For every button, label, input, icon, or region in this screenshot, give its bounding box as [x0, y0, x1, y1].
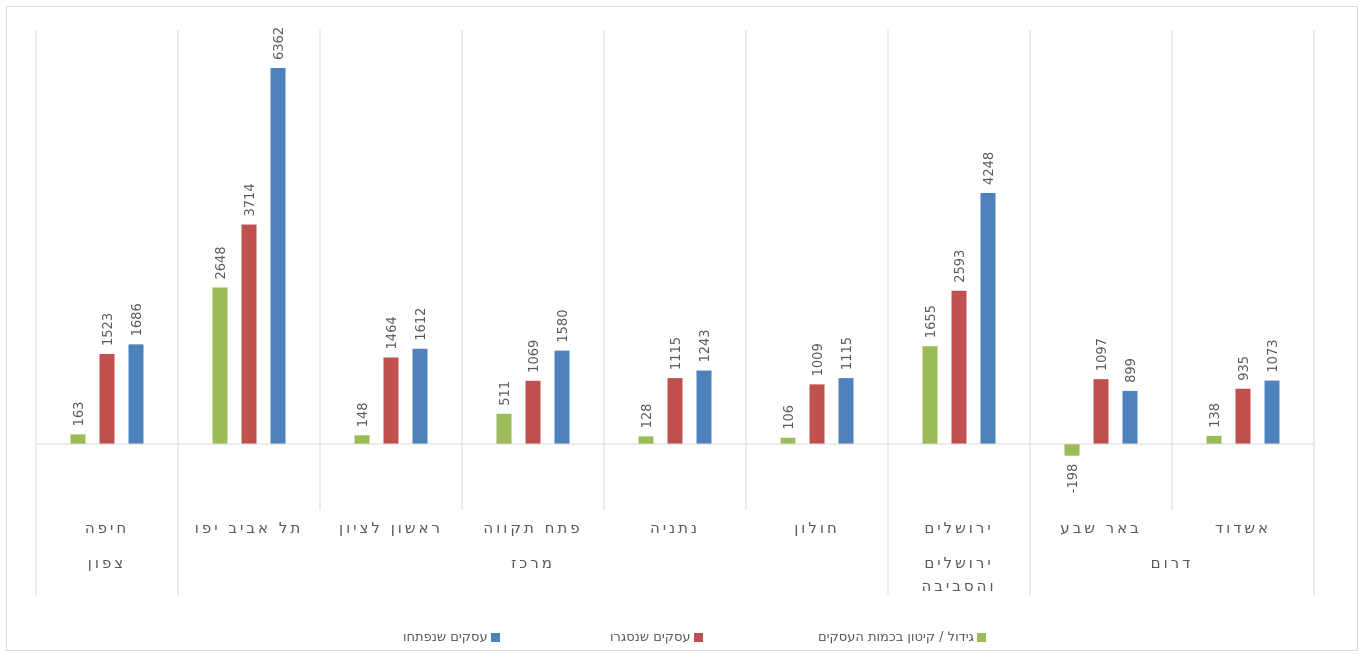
- legend-swatch-closed: [693, 633, 703, 642]
- group-label: דרום: [1151, 554, 1194, 572]
- chart-frame: [6, 6, 1358, 651]
- data-label: 1523: [101, 313, 116, 346]
- group-label: צפון: [88, 554, 126, 572]
- data-label: 1115: [669, 337, 684, 370]
- bar-opened: [838, 378, 854, 444]
- data-label: 1243: [698, 329, 713, 362]
- group-label: ירושלים: [924, 554, 993, 572]
- category-label: פתח תקווה: [483, 519, 582, 537]
- bar-closed: [525, 380, 541, 444]
- data-label: 1580: [556, 310, 571, 343]
- group-label: והסביבה: [921, 577, 996, 595]
- data-label: 2648: [214, 246, 229, 279]
- legend-item-opened: עסקים שנפתחו: [403, 630, 500, 650]
- data-label: 1073: [1266, 339, 1281, 372]
- legend-swatch-growth: [976, 633, 986, 642]
- category-label: באר שבע: [1060, 519, 1142, 537]
- data-label: -198: [1066, 464, 1081, 494]
- bar-closed: [1235, 388, 1251, 444]
- category-label: ירושלים: [924, 519, 993, 537]
- legend: גידול / קיטון בכמות העסקים עסקים שנסגרו …: [0, 630, 1365, 650]
- bar-opened: [1122, 390, 1138, 444]
- data-label: 1097: [1095, 338, 1110, 371]
- data-label: 163: [72, 402, 87, 427]
- data-label: 138: [1208, 403, 1223, 428]
- data-label: 935: [1237, 356, 1252, 381]
- bar-opened: [128, 344, 144, 444]
- bar-closed: [951, 290, 967, 444]
- bar-opened: [980, 192, 996, 444]
- bar-opened: [554, 350, 570, 444]
- data-label: 511: [498, 381, 513, 406]
- data-label: 1612: [414, 308, 429, 341]
- bar-growth: [922, 346, 938, 444]
- category-label: חיפה: [85, 519, 129, 537]
- bar-opened: [696, 370, 712, 444]
- legend-item-growth: גידול / קיטון בכמות העסקים: [818, 630, 986, 650]
- legend-label-growth: גידול / קיטון בכמות העסקים: [818, 630, 974, 645]
- bar-growth: [780, 437, 796, 444]
- data-label: 1464: [385, 316, 400, 349]
- bar-growth: [70, 434, 86, 444]
- bar-growth: [212, 287, 228, 444]
- bar-opened: [270, 68, 286, 444]
- bar-closed: [383, 357, 399, 444]
- data-label: 128: [640, 404, 655, 429]
- data-label: 1009: [811, 343, 826, 376]
- data-label: 106: [782, 405, 797, 430]
- category-label: חולון: [794, 519, 840, 537]
- bar-growth: [638, 436, 654, 444]
- data-label: 1069: [527, 340, 542, 373]
- bar-growth: [496, 413, 512, 444]
- category-label: תל אביב יפו: [195, 519, 303, 537]
- bar-closed: [241, 224, 257, 444]
- legend-label-closed: עסקים שנסגרו: [610, 630, 691, 645]
- data-label: 1115: [840, 337, 855, 370]
- plot-area: צפון מרכז ירושלים והסביבה דרום 163 1523 1686 חיפ…: [35, 27, 1315, 595]
- data-label: 1686: [130, 303, 145, 336]
- bar-opened: [1264, 380, 1280, 444]
- bar-growth: [354, 435, 370, 444]
- bar-closed: [809, 384, 825, 444]
- bar-closed: [99, 353, 115, 444]
- group-label: מרכז: [511, 554, 555, 572]
- legend-item-closed: עסקים שנסגרו: [610, 630, 703, 650]
- data-label: 148: [356, 402, 371, 427]
- category-label: אשדוד: [1215, 519, 1271, 537]
- category-label: נתניה: [650, 519, 700, 537]
- data-label: 6362: [272, 27, 287, 60]
- bar-closed: [667, 378, 683, 444]
- data-label: 899: [1124, 358, 1139, 383]
- bar-growth: [1206, 435, 1222, 444]
- data-label: 1655: [924, 305, 939, 338]
- data-label: 4248: [982, 152, 997, 185]
- category-label: ראשון לציון: [339, 519, 443, 537]
- bar-growth: [1064, 444, 1080, 456]
- legend-swatch-opened: [490, 633, 500, 642]
- bar-opened: [412, 348, 428, 444]
- data-label: 3714: [243, 183, 258, 216]
- bar-closed: [1093, 379, 1109, 444]
- data-label: 2593: [953, 250, 968, 283]
- legend-label-opened: עסקים שנפתחו: [403, 630, 488, 645]
